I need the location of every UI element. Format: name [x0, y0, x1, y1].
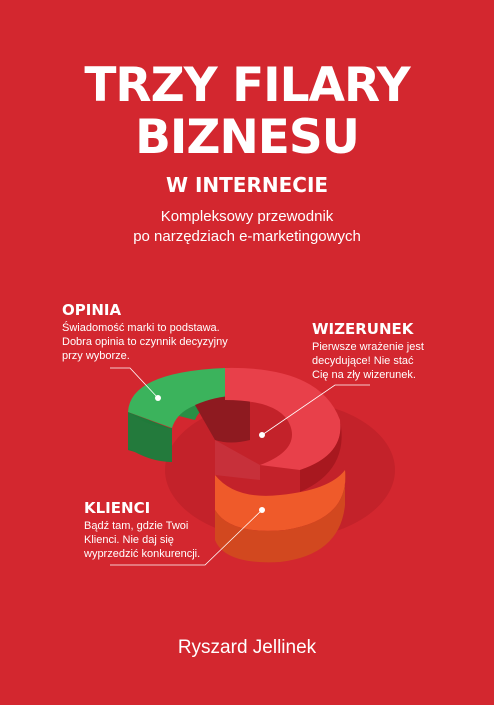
opinia-text-3: przy wyborze.	[62, 350, 130, 362]
wizerunek-text-2: decydujące! Nie stać	[312, 355, 414, 367]
orange-segment	[215, 470, 346, 563]
upper-cavity	[195, 396, 250, 443]
opinia-text-2: Dobra opinia to czynnik decyzyjny	[62, 336, 228, 348]
wizerunek-text-1: Pierwsze wrażenie jest	[312, 341, 424, 353]
klienci-dot	[259, 507, 265, 513]
red-segment	[215, 367, 342, 492]
wizerunek-dot	[259, 432, 265, 438]
opinia-heading: OPINIA	[62, 301, 122, 319]
klienci-text-3: wyprzedzić konkurencji.	[84, 548, 201, 560]
subtitle-line-1: Kompleksowy przewodnik	[160, 208, 334, 225]
klienci-text-2: Klienci. Nie daj się	[84, 534, 174, 546]
title-line-1: TRZY FILARY	[84, 58, 410, 113]
wizerunek-callout-line	[261, 384, 370, 436]
opinia-callout-line	[110, 367, 159, 399]
subtitle-line-2: po narzędziach e-marketingowych	[133, 228, 361, 245]
klienci-callout-line	[110, 509, 263, 566]
author-name: Ryszard Jellinek	[177, 637, 317, 658]
wizerunek-text-3: Cię na zły wizerunek.	[312, 369, 416, 381]
wizerunek-heading: WIZERUNEK	[312, 320, 414, 338]
klienci-heading: KLIENCI	[84, 499, 151, 517]
klienci-text-1: Bądź tam, gdzie Twoi	[84, 520, 189, 532]
green-segment	[128, 368, 225, 462]
opinia-text-1: Świadomość marki to podstawa.	[62, 322, 220, 334]
title-line-2: BIZNESU	[135, 110, 360, 165]
title-line-3: W INTERNECIE	[165, 173, 329, 197]
opinia-dot	[155, 395, 161, 401]
